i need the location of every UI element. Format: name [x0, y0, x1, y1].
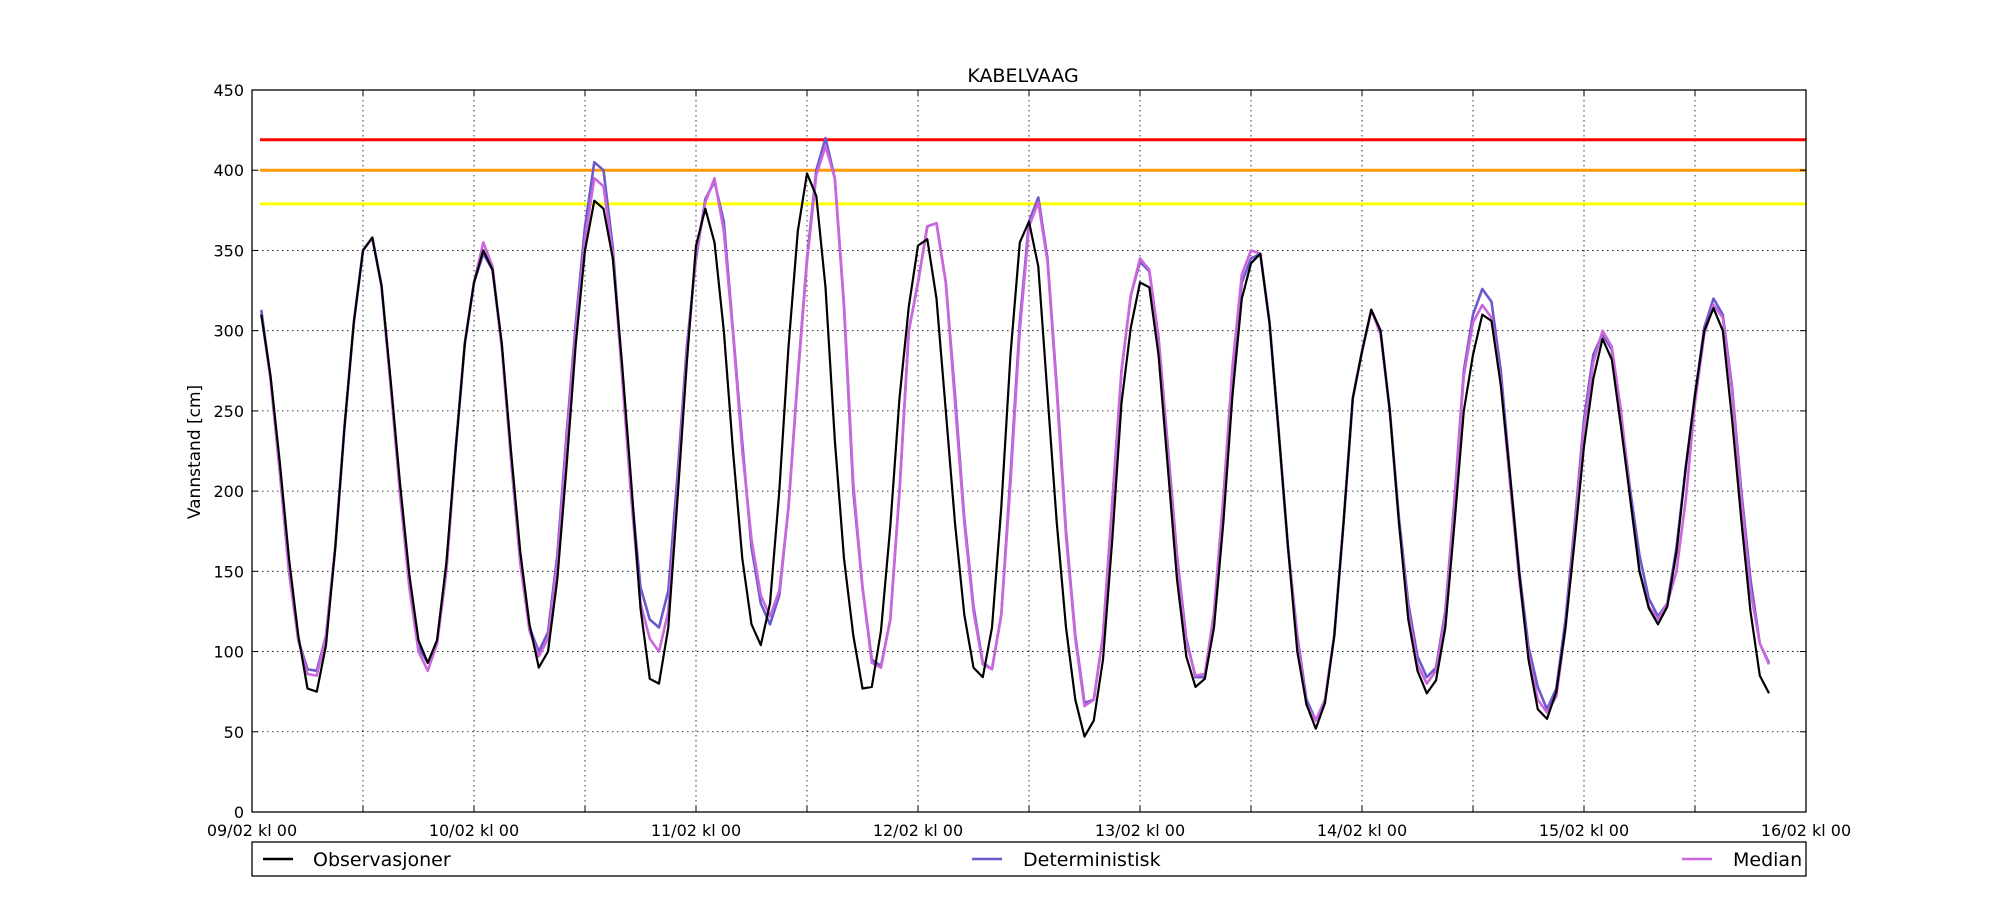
legend: Observasjoner Deterministisk Median — [251, 841, 1807, 877]
legend-label: Observasjoner — [313, 849, 451, 871]
x-axis-ticks: 09/02 kl 00 10/02 kl 00 11/02 kl 00 12/02 k… — [207, 90, 1851, 840]
y-tick-label: 0 — [234, 803, 244, 822]
x-tick-label: 13/02 kl 00 — [1095, 821, 1185, 840]
x-tick-label: 12/02 kl 00 — [873, 821, 963, 840]
y-tick-label: 50 — [224, 723, 244, 742]
threshold-lines — [260, 138, 1806, 206]
y-tick-label: 450 — [213, 81, 244, 100]
x-tick-label: 14/02 kl 00 — [1317, 821, 1407, 840]
x-tick-label: 15/02 kl 00 — [1539, 821, 1629, 840]
legend-frame — [251, 841, 1807, 877]
x-tick-label: 16/02 kl 00 — [1761, 821, 1851, 840]
grid — [252, 90, 1806, 812]
series-lines — [260, 136, 1771, 738]
x-tick-label: 10/02 kl 00 — [429, 821, 519, 840]
y-tick-label: 200 — [213, 482, 244, 501]
legend-label: Deterministisk — [1023, 849, 1161, 871]
series-line-median — [260, 144, 1771, 722]
y-tick-label: 100 — [213, 643, 244, 662]
y-tick-label: 350 — [213, 241, 244, 260]
y-tick-label: 400 — [213, 161, 244, 180]
legend-label: Median — [1733, 849, 1802, 871]
x-tick-label: 09/02 kl 00 — [207, 821, 297, 840]
series-line-deterministisk — [260, 136, 1771, 722]
y-tick-label: 300 — [213, 322, 244, 341]
y-axis-ticks: 0 50 100 150 200 250 300 350 400 450 — [213, 81, 1806, 822]
y-tick-label: 150 — [213, 562, 244, 581]
y-tick-label: 250 — [213, 402, 244, 421]
x-tick-label: 11/02 kl 00 — [651, 821, 741, 840]
y-axis-label: Vannstand [cm] — [185, 385, 205, 519]
chart-title: KABELVAAG — [967, 65, 1078, 87]
series-line-observasjoner — [260, 172, 1770, 738]
